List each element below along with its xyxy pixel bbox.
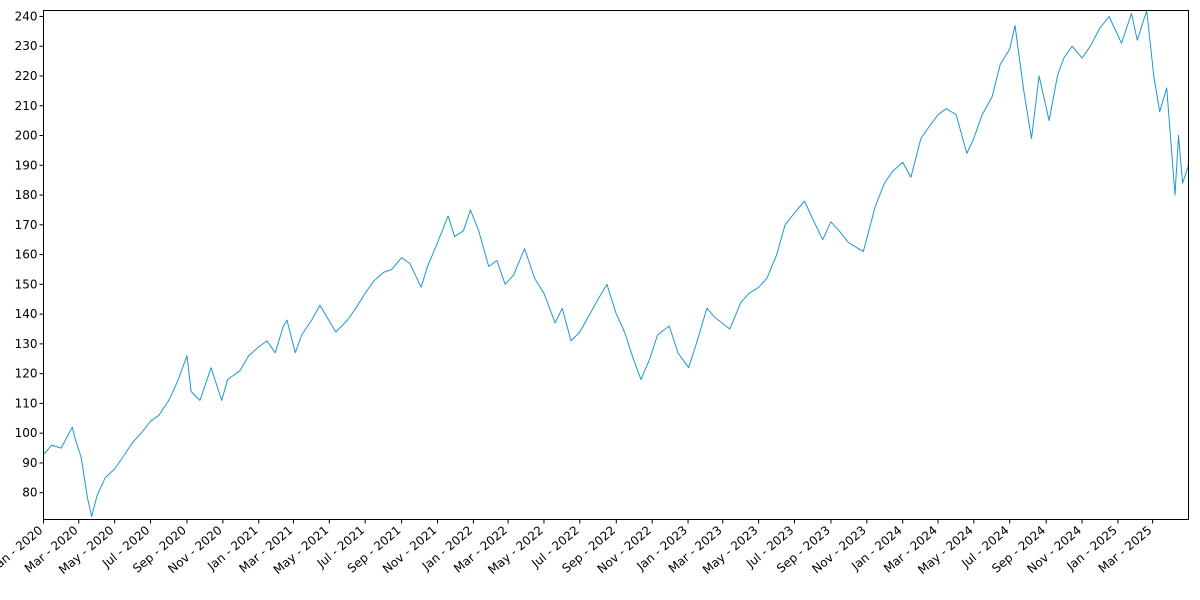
y-tick-label: 110	[15, 396, 38, 410]
y-tick-label: 80	[22, 486, 37, 500]
y-tick-label: 210	[15, 99, 38, 113]
y-tick-label: 120	[15, 367, 38, 381]
y-tick-label: 160	[15, 248, 38, 262]
series-line-0	[43, 10, 1189, 517]
y-tick-label: 230	[15, 39, 38, 53]
y-tick-label: 100	[15, 426, 38, 440]
y-tick-label: 140	[15, 307, 38, 321]
y-tick-label: 190	[15, 158, 38, 172]
y-tick-label: 180	[15, 188, 38, 202]
series-layer	[43, 10, 1189, 517]
y-tick-label: 170	[15, 218, 38, 232]
plot-area-frame	[43, 10, 1189, 520]
y-tick-label: 240	[15, 9, 38, 23]
y-axis: 80 90 100 110 120 130 140 150 160 170 180 190 200 210…	[15, 9, 44, 500]
y-tick-label: 220	[15, 69, 38, 83]
y-tick-label: 130	[15, 337, 38, 351]
y-tick-label: 200	[15, 129, 38, 143]
y-tick-label: 150	[15, 277, 38, 291]
y-tick-label: 90	[22, 456, 37, 470]
